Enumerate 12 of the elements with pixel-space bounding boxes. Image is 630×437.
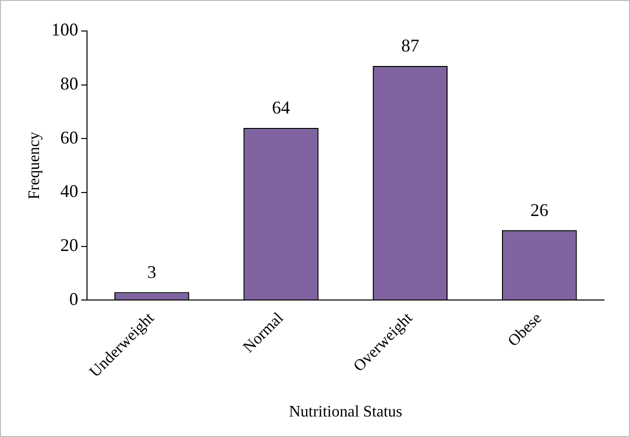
y-tick-label: 100 bbox=[51, 20, 78, 40]
y-axis-title: Frequency bbox=[26, 132, 43, 200]
data-label: 87 bbox=[401, 36, 420, 56]
y-tick-label: 80 bbox=[60, 74, 78, 94]
y-tick-label: 40 bbox=[60, 181, 78, 202]
data-label: 64 bbox=[272, 98, 290, 118]
data-label: 3 bbox=[147, 262, 156, 282]
y-tick-label: 60 bbox=[60, 127, 78, 148]
x-axis-title: Nutritional Status bbox=[288, 404, 402, 421]
y-tick-label: 0 bbox=[69, 288, 78, 309]
y-tick-label: 20 bbox=[60, 235, 78, 256]
data-label: 26 bbox=[530, 200, 548, 220]
